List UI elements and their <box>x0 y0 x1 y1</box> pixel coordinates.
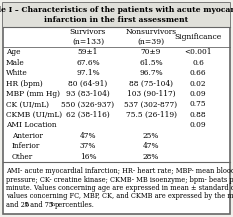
Text: 97.1%: 97.1% <box>76 69 100 77</box>
Text: Survivors
(n=133): Survivors (n=133) <box>70 28 106 46</box>
Text: Significance: Significance <box>174 33 222 41</box>
Text: th: th <box>51 202 55 207</box>
Text: 0.09: 0.09 <box>190 121 206 129</box>
Text: CKMB (UI/mL): CKMB (UI/mL) <box>6 111 62 119</box>
Text: 0.66: 0.66 <box>190 69 206 77</box>
Text: 16%: 16% <box>80 153 96 161</box>
Text: AMI- acute myocardial infarction; HR- heart rate; MBP- mean blood: AMI- acute myocardial infarction; HR- he… <box>6 167 233 175</box>
Text: MBP (mm Hg): MBP (mm Hg) <box>6 90 60 98</box>
Text: 59±1: 59±1 <box>78 48 98 56</box>
Text: 88 (75-104): 88 (75-104) <box>129 80 173 88</box>
Text: Nonsurvivors
(n=39): Nonsurvivors (n=39) <box>125 28 177 46</box>
Text: White: White <box>6 69 28 77</box>
Text: 96.7%: 96.7% <box>139 69 163 77</box>
Text: 70±9: 70±9 <box>141 48 161 56</box>
Text: 103 (90-117): 103 (90-117) <box>127 90 175 98</box>
Text: and 75: and 75 <box>28 201 54 209</box>
Text: 537 (302-877): 537 (302-877) <box>124 100 178 108</box>
Text: 0.75: 0.75 <box>190 100 206 108</box>
Text: pressure; CK- creatine kinase; CKMB- MB isoenzyme; bpm- beats per: pressure; CK- creatine kinase; CKMB- MB … <box>6 176 233 184</box>
Text: <0.001: <0.001 <box>184 48 212 56</box>
Text: percentiles.: percentiles. <box>55 201 94 209</box>
Text: Anterior: Anterior <box>12 132 43 140</box>
Text: 80 (64-91): 80 (64-91) <box>68 80 108 88</box>
Text: 47%: 47% <box>80 132 96 140</box>
Text: HR (bpm): HR (bpm) <box>6 80 43 88</box>
Text: Age: Age <box>6 48 21 56</box>
Text: 67.6%: 67.6% <box>76 59 100 67</box>
Text: Male: Male <box>6 59 25 67</box>
Bar <box>3 3 230 27</box>
Text: 25%: 25% <box>143 132 159 140</box>
Text: 0.02: 0.02 <box>190 80 206 88</box>
Text: and 25: and 25 <box>6 201 29 209</box>
Text: 37%: 37% <box>80 142 96 150</box>
Text: 0.09: 0.09 <box>190 90 206 98</box>
Text: minute. Values concerning age are expressed in mean ± standard deviation;: minute. Values concerning age are expres… <box>6 184 233 192</box>
Text: 0.6: 0.6 <box>192 59 204 67</box>
Text: CK (UI/mL): CK (UI/mL) <box>6 100 49 108</box>
Text: Inferior: Inferior <box>12 142 40 150</box>
Text: th: th <box>24 202 30 207</box>
Text: 28%: 28% <box>143 153 159 161</box>
Text: AMI Location: AMI Location <box>6 121 56 129</box>
Text: 47%: 47% <box>143 142 159 150</box>
Text: 0.88: 0.88 <box>190 111 206 119</box>
Text: values concerning FC, MBP, CK, and CKMB are expressed by the median: values concerning FC, MBP, CK, and CKMB … <box>6 192 233 201</box>
Text: 62 (38-116): 62 (38-116) <box>66 111 110 119</box>
Text: 93 (83-104): 93 (83-104) <box>66 90 110 98</box>
Text: 75.5 (26-119): 75.5 (26-119) <box>126 111 177 119</box>
Text: 61.5%: 61.5% <box>139 59 163 67</box>
Text: Other: Other <box>12 153 33 161</box>
Text: 550 (326-937): 550 (326-937) <box>62 100 115 108</box>
Text: Table I – Characteristics of the patients with acute myocardial
infarction in th: Table I – Characteristics of the patient… <box>0 6 233 24</box>
